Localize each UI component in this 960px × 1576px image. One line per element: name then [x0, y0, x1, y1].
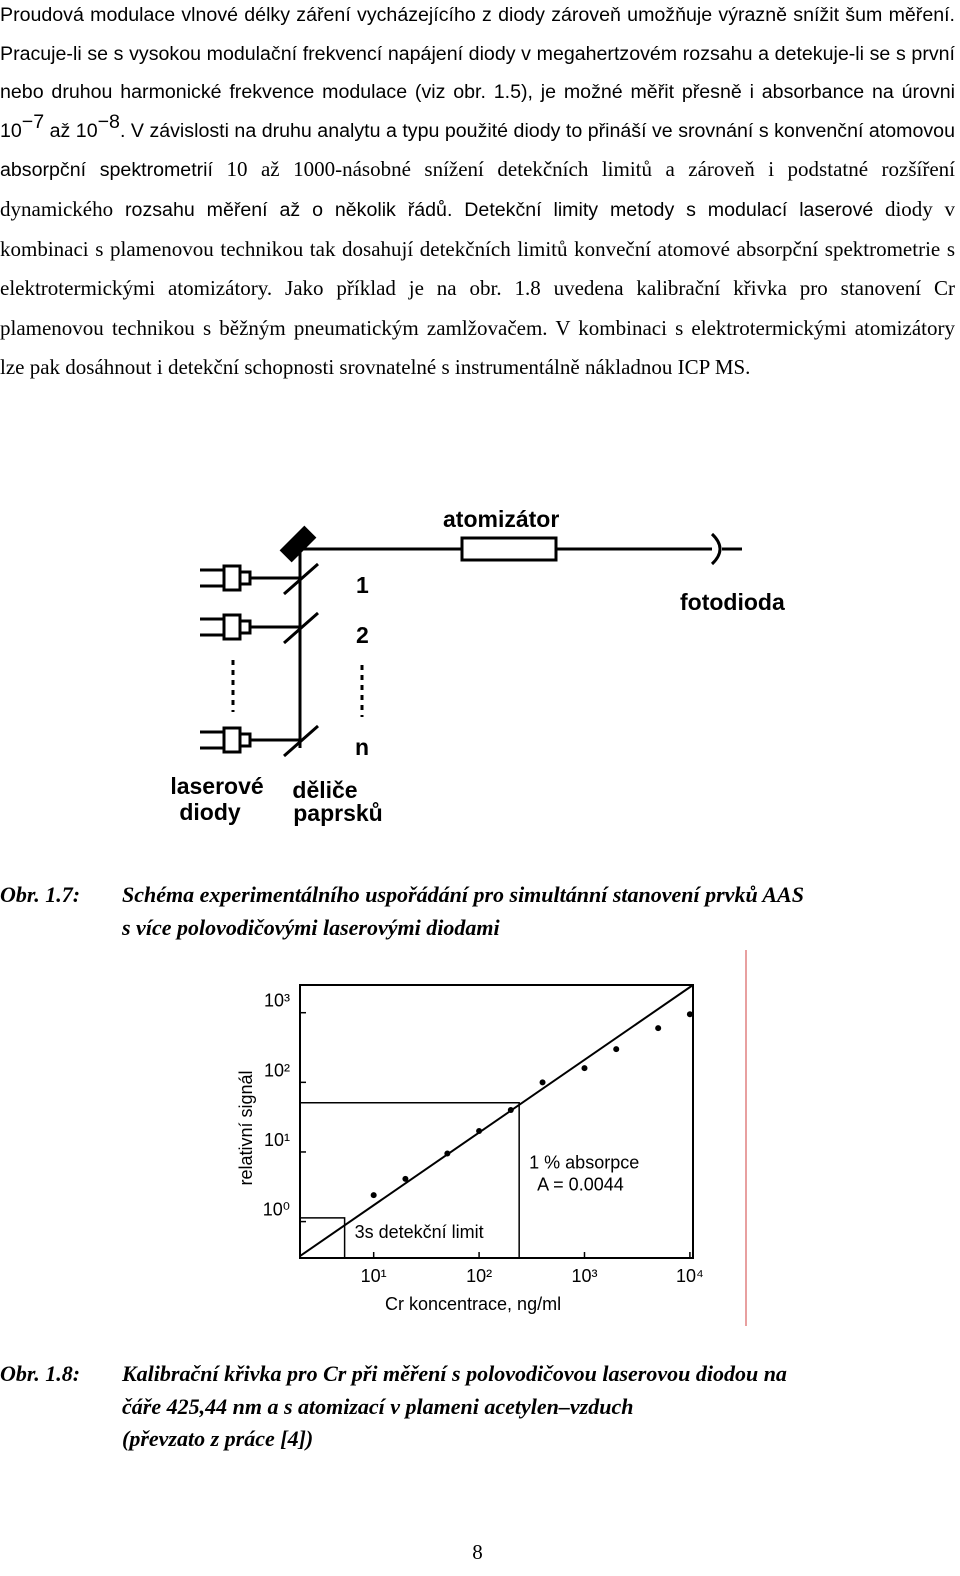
- atomizer: [460, 536, 558, 562]
- lasers-label: diody: [179, 799, 241, 825]
- y-tick-label: 10¹: [264, 1130, 290, 1150]
- beam-splitter: [283, 562, 319, 596]
- caption-line: s více polovodičovými laserovými diodami: [122, 914, 500, 940]
- laser: [200, 613, 300, 641]
- drop-line: [300, 1217, 346, 1258]
- splitters-label: děliče: [292, 777, 357, 803]
- beam-label: 1: [356, 572, 369, 598]
- y-tick-label: 10³: [264, 991, 290, 1011]
- point: [539, 1079, 546, 1086]
- point: [370, 1192, 377, 1199]
- point: [402, 1175, 409, 1182]
- annotation: A = 0.0044: [537, 1175, 624, 1195]
- plot-frame: [299, 984, 694, 1259]
- splitters-label: paprsků: [293, 800, 382, 826]
- y-tick-label: 10²: [264, 1060, 290, 1080]
- caption-line: (převzato z práce [4]): [122, 1426, 314, 1451]
- atomizer-label: atomizátor: [443, 506, 559, 532]
- photodiode: [710, 532, 722, 566]
- caption-label: Obr. 1.7:: [0, 882, 81, 907]
- paragraph: Proudová modulace vlnové délky záření vy…: [0, 0, 955, 388]
- caption-line: Schéma experimentálního uspořádání pro s…: [122, 882, 804, 907]
- y-tick-label: 10⁰: [263, 1200, 290, 1220]
- photodiode-label: fotodioda: [680, 589, 785, 615]
- superscript: −8: [97, 110, 120, 133]
- beam-label: n: [355, 734, 369, 760]
- beam-splitter: [283, 611, 319, 645]
- point: [613, 1046, 620, 1053]
- text: rozsahu měření až o několik řádů. Detekč…: [113, 198, 874, 221]
- laser: [200, 564, 300, 592]
- caption-line: čáře 425,44 nm a s atomizací v plameni a…: [122, 1393, 634, 1419]
- text: diody v kombinaci s plamenovou technikou…: [0, 196, 955, 380]
- y-axis-label: relativní signál: [236, 1070, 256, 1185]
- lasers: [200, 564, 300, 754]
- caption-text: Kalibrační křivka pro Cr při měření s po…: [122, 1358, 787, 1456]
- text: až 10: [44, 119, 98, 142]
- caption-line: Kalibrační křivka pro Cr při měření s po…: [122, 1361, 787, 1386]
- annotation: 3s detekční limit: [355, 1222, 484, 1242]
- x-axis-label: Cr koncentrace, ng/ml: [385, 1294, 561, 1314]
- x-tick-label: 10²: [466, 1266, 492, 1286]
- x-tick-label: 10³: [571, 1266, 597, 1286]
- x-tick-label: 10⁴: [676, 1266, 704, 1286]
- drop-line: [300, 1101, 520, 1258]
- laser: [200, 726, 300, 754]
- mirror: [279, 525, 317, 563]
- chart: Cr koncentrace, ng/ml relativní signál 1…: [236, 950, 747, 1326]
- text: 10 až 1000-násobné snížení detekčních li…: [0, 157, 956, 221]
- beam-label: 2: [356, 622, 369, 648]
- point: [655, 1025, 662, 1032]
- fit-line: [299, 984, 694, 1257]
- page-number: 8: [472, 1540, 483, 1564]
- mirror-body: [279, 525, 317, 563]
- text: . V závislosti na druhu analytu a typu p…: [0, 119, 955, 182]
- x-tick-label: 10¹: [361, 1266, 387, 1286]
- lasers-label: laserové: [170, 773, 263, 799]
- point: [686, 1011, 693, 1018]
- beam-splitter: [283, 724, 319, 758]
- superscript: −7: [21, 110, 45, 133]
- setup-diagram: atomizátor fotodioda 1 2 n laserové diod…: [170, 506, 785, 826]
- point: [581, 1065, 588, 1072]
- annotation: 1 % absorpce: [529, 1153, 639, 1173]
- caption-label: Obr. 1.8:: [0, 1361, 81, 1386]
- caption-text: Schéma experimentálního uspořádání pro s…: [122, 879, 804, 944]
- text: Proudová modulace vlnové délky záření vy…: [0, 4, 955, 142]
